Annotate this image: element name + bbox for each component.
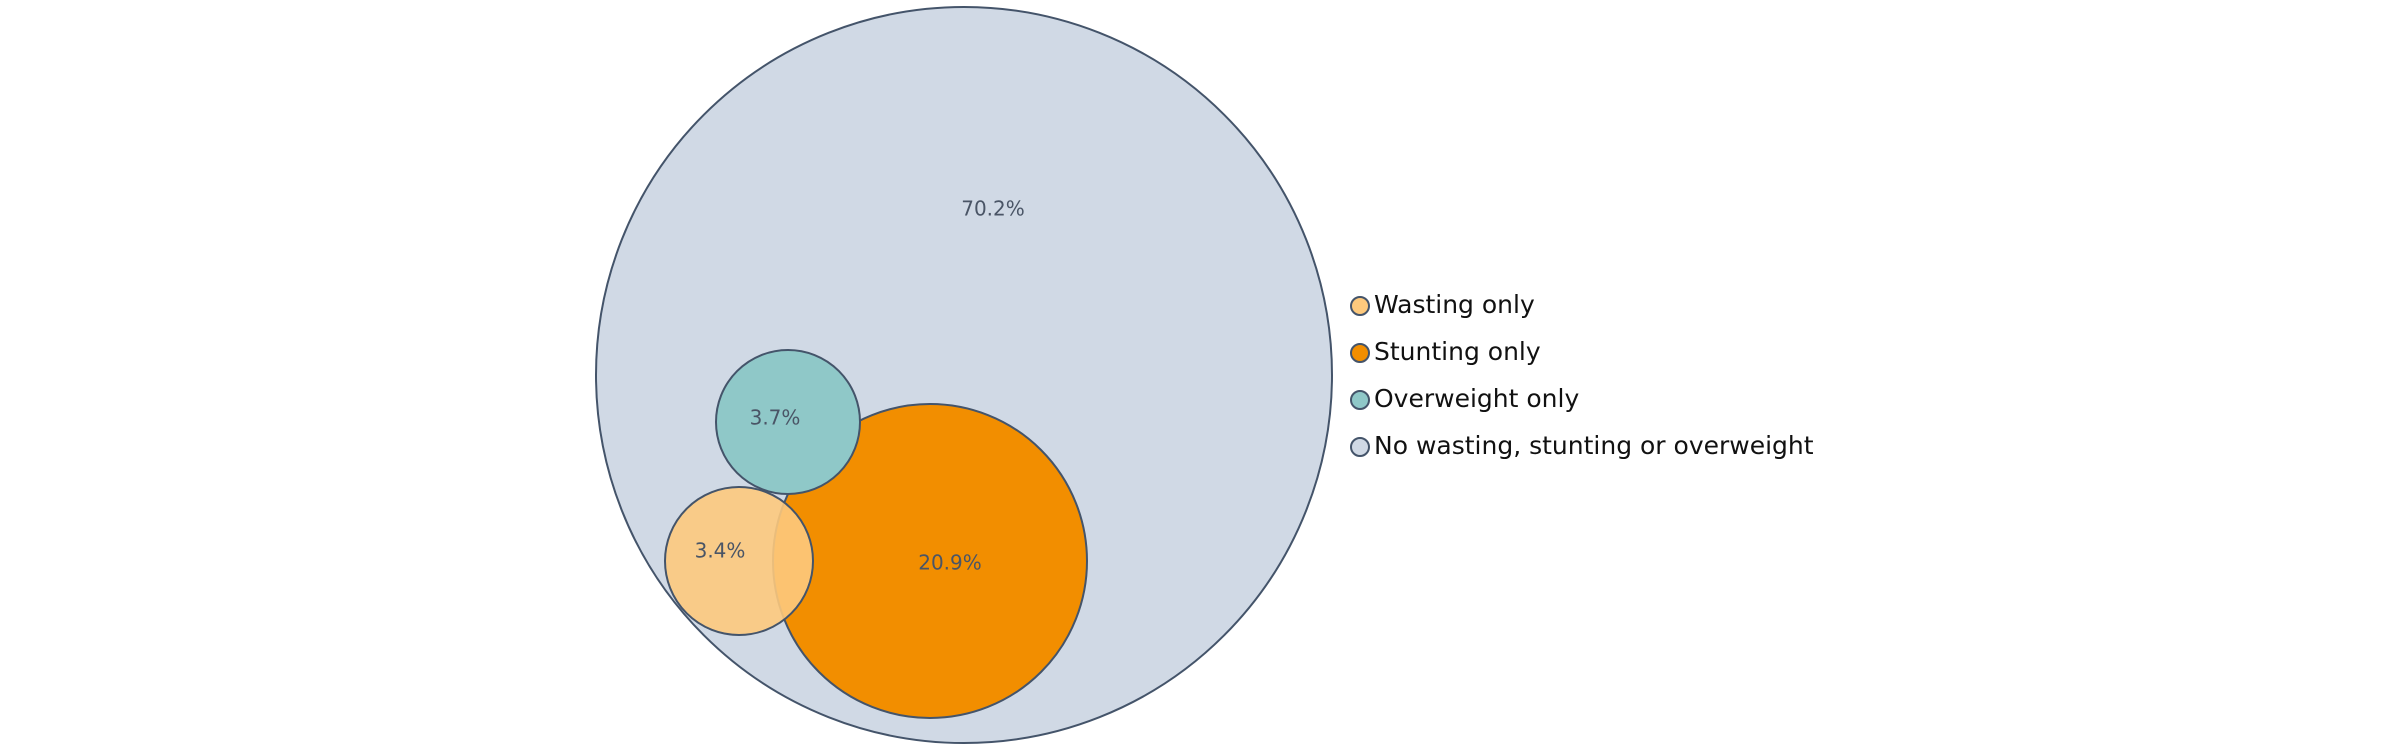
legend-marker-no-wasting-stunting-or-overweight <box>1350 437 1370 457</box>
legend-marker-wasting-only <box>1350 296 1370 316</box>
circle-overweight-only <box>715 349 861 495</box>
legend: Wasting only Stunting only Overweight only… <box>1350 290 1814 460</box>
legend-label-wasting-only: Wasting only <box>1374 290 1535 319</box>
legend-marker-overweight-only <box>1350 390 1370 410</box>
legend-label-overweight-only: Overweight only <box>1374 384 1579 413</box>
value-label-overweight-only: 3.7% <box>750 406 801 430</box>
legend-label-stunting-only: Stunting only <box>1374 337 1541 366</box>
circles-layer <box>595 6 1333 744</box>
value-label-stunting-only: 20.9% <box>918 551 982 575</box>
value-label-wasting-only: 3.4% <box>695 539 746 563</box>
circle-wasting-only <box>664 486 814 636</box>
value-label-no-wasting-stunting-or-overweight: 70.2% <box>961 197 1025 221</box>
legend-label-no-wasting-stunting-or-overweight: No wasting, stunting or overweight <box>1374 431 1814 460</box>
value-labels: 3.4% 20.9% 3.7% 70.2% <box>695 197 1025 575</box>
legend-marker-stunting-only <box>1350 343 1370 363</box>
